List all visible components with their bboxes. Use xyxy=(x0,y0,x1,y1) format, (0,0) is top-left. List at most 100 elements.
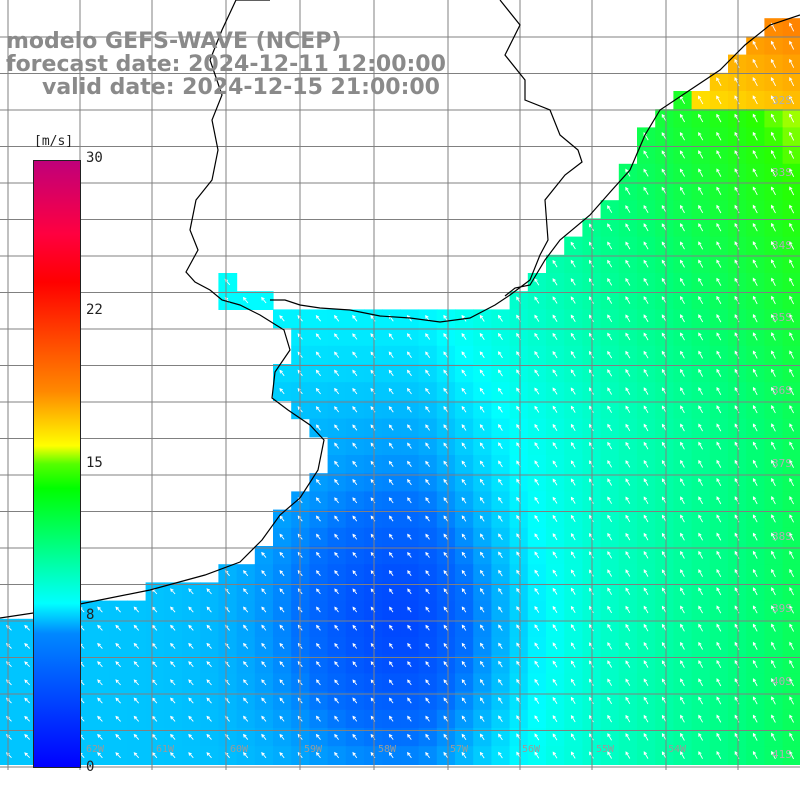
wind-arrow xyxy=(643,296,649,304)
wind-arrow xyxy=(680,587,685,596)
wind-arrow xyxy=(242,733,249,740)
wind-arrow xyxy=(242,296,249,304)
wind-arrow xyxy=(479,351,485,359)
wind-arrow xyxy=(789,714,794,723)
wind-arrow xyxy=(352,733,358,740)
wind-arrow xyxy=(479,405,485,413)
wind-cell xyxy=(782,509,800,529)
wind-arrow xyxy=(698,113,704,123)
wind-arrow xyxy=(789,131,795,141)
wind-arrow xyxy=(315,715,321,722)
wind-arrow xyxy=(479,679,485,686)
wind-arrow xyxy=(316,551,321,558)
wind-arrow xyxy=(279,588,285,595)
wind-arrow xyxy=(479,496,485,504)
wind-arrow xyxy=(570,714,576,723)
wind-arrow xyxy=(752,441,758,450)
wind-arrow xyxy=(680,569,685,577)
wind-arrow xyxy=(570,696,576,705)
wind-arrow xyxy=(570,350,576,359)
wind-arrow xyxy=(789,259,795,268)
wind-arrow xyxy=(789,532,794,541)
forecast-date: forecast date: 2024-12-11 12:00:00 xyxy=(6,52,446,77)
wind-cell xyxy=(782,455,800,474)
wind-arrow xyxy=(315,478,321,486)
wind-arrow xyxy=(170,642,176,649)
wind-arrow xyxy=(352,406,358,413)
wind-arrow xyxy=(479,387,485,395)
wind-arrow xyxy=(789,750,794,760)
wind-arrow xyxy=(115,752,121,759)
wind-arrow xyxy=(752,241,758,250)
wind-arrow xyxy=(789,350,795,359)
lon-label-54w: 54W xyxy=(668,744,687,755)
wind-arrow xyxy=(461,405,467,413)
wind-arrow xyxy=(443,661,449,668)
wind-arrow xyxy=(552,605,558,613)
wind-arrow xyxy=(752,477,758,487)
wind-arrow xyxy=(261,624,267,631)
wind-arrow xyxy=(607,660,612,668)
wind-cell xyxy=(782,473,800,492)
wind-arrow xyxy=(24,643,31,649)
wind-arrow xyxy=(552,332,558,341)
wind-arrow xyxy=(680,478,685,486)
wind-arrow xyxy=(789,441,794,450)
wind-arrow xyxy=(461,569,467,577)
wind-arrow xyxy=(352,424,358,431)
wind-arrow xyxy=(771,732,776,741)
wind-arrow xyxy=(498,460,503,468)
wind-arrow xyxy=(771,459,776,468)
wind-arrow xyxy=(552,496,558,504)
wind-cell xyxy=(782,327,800,347)
wind-arrow xyxy=(461,533,467,540)
wind-arrow xyxy=(133,752,140,759)
lat-label-35s: 35S xyxy=(772,311,792,324)
wind-arrow xyxy=(698,587,703,596)
wind-arrow xyxy=(698,259,704,268)
wind-arrow xyxy=(279,715,285,722)
wind-arrow xyxy=(643,514,649,523)
wind-arrow xyxy=(115,661,121,668)
wind-arrow xyxy=(279,679,285,686)
wind-arrow xyxy=(789,477,794,487)
wind-arrow xyxy=(443,333,449,340)
wind-cell xyxy=(782,691,800,711)
wind-arrow xyxy=(698,332,704,341)
wind-arrow xyxy=(680,423,685,432)
lat-label-37s: 37S xyxy=(772,457,792,470)
wind-arrow xyxy=(425,588,430,595)
wind-arrow xyxy=(261,588,267,595)
wind-cell xyxy=(782,364,800,383)
wind-arrow xyxy=(334,478,340,486)
wind-arrow xyxy=(425,715,430,722)
colorbar-tick-22: 22 xyxy=(86,302,103,318)
wind-arrow xyxy=(279,551,285,558)
wind-arrow xyxy=(752,313,758,323)
wind-arrow xyxy=(752,550,758,559)
wind-arrow xyxy=(570,278,576,286)
wind-arrow xyxy=(498,569,503,577)
wind-arrow xyxy=(479,442,485,449)
wind-arrow xyxy=(425,642,430,649)
wind-arrow xyxy=(315,351,321,358)
wind-arrow xyxy=(461,442,467,449)
wind-arrow xyxy=(334,751,340,759)
wind-arrow xyxy=(698,496,703,505)
wind-arrow xyxy=(698,277,704,286)
wind-arrow xyxy=(334,442,340,449)
wind-arrow xyxy=(315,333,321,340)
wind-arrow xyxy=(352,697,358,704)
wind-arrow xyxy=(97,642,103,649)
wind-arrow xyxy=(698,314,704,323)
lon-label-60w: 60W xyxy=(230,744,249,755)
wind-arrow xyxy=(570,332,576,341)
wind-arrow xyxy=(771,568,776,578)
wind-arrow xyxy=(771,350,776,359)
wind-arrow xyxy=(498,496,503,504)
wind-arrow xyxy=(534,369,540,377)
wind-arrow xyxy=(461,588,467,595)
wind-arrow xyxy=(479,588,485,595)
wind-arrow xyxy=(752,58,758,68)
